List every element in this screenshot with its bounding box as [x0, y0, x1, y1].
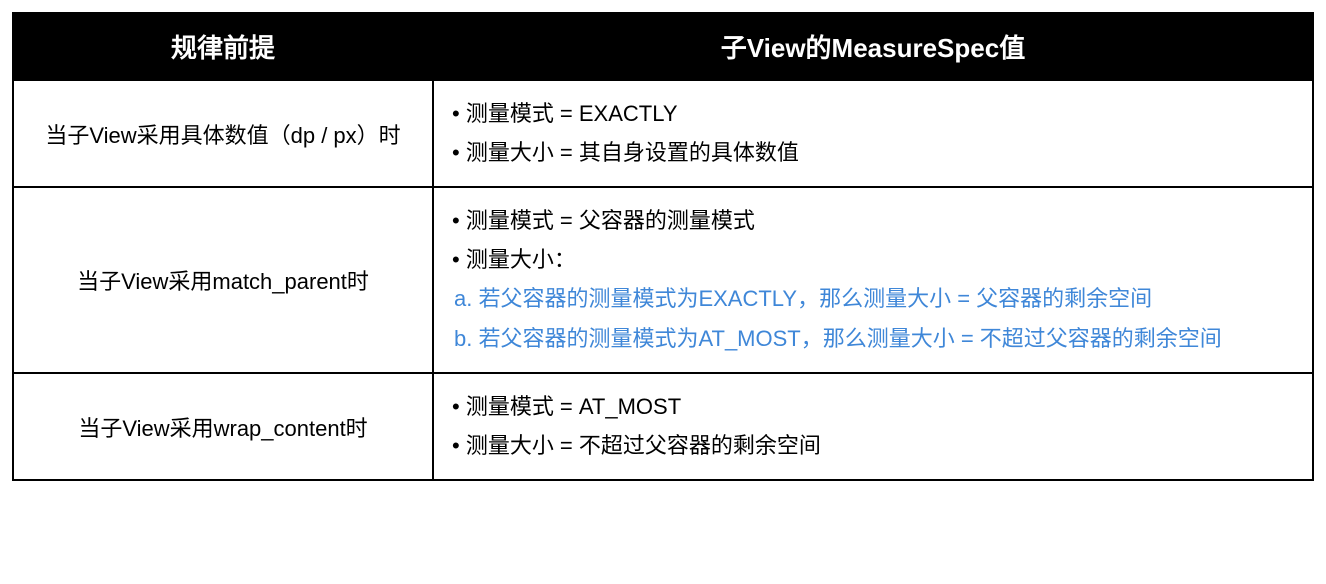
left-cell-text: 当子View采用具体数值（dp / px）时 — [45, 123, 400, 148]
table-row: 当子View采用match_parent时 • 测量模式 = 父容器的测量模式• … — [13, 187, 1313, 373]
left-cell-text: 当子View采用wrap_content时 — [78, 416, 367, 441]
header-right-text: 子View的MeasureSpec值 — [721, 33, 1025, 63]
bullet-text: • 测量大小 = 不超过父容器的剩余空间 — [452, 427, 1294, 466]
bullet-text: • 测量大小： — [452, 241, 1294, 280]
left-cell: 当子View采用match_parent时 — [13, 187, 433, 373]
table-row: 当子View采用具体数值（dp / px）时 • 测量模式 = EXACTLY• … — [13, 80, 1313, 187]
sub-note-text: a. 若父容器的测量模式为EXACTLY，那么测量大小 = 父容器的剩余空间 — [452, 279, 1294, 319]
left-cell: 当子View采用wrap_content时 — [13, 373, 433, 480]
left-cell: 当子View采用具体数值（dp / px）时 — [13, 80, 433, 187]
left-cell-text: 当子View采用match_parent时 — [77, 269, 369, 294]
right-cell: • 测量模式 = 父容器的测量模式• 测量大小：a. 若父容器的测量模式为EXA… — [433, 187, 1313, 373]
sub-note-text: b. 若父容器的测量模式为AT_MOST，那么测量大小 = 不超过父容器的剩余空… — [452, 319, 1294, 359]
table-row: 当子View采用wrap_content时 • 测量模式 = AT_MOST• 测… — [13, 373, 1313, 480]
table-header-row: 规律前提 子View的MeasureSpec值 — [13, 13, 1313, 80]
table-body: 当子View采用具体数值（dp / px）时• 测量模式 = EXACTLY• … — [13, 80, 1313, 480]
bullet-text: • 测量模式 = 父容器的测量模式 — [452, 202, 1294, 241]
bullet-text: • 测量模式 = AT_MOST — [452, 388, 1294, 427]
measurespec-table: 规律前提 子View的MeasureSpec值 当子View采用具体数值（dp … — [12, 12, 1314, 481]
header-left-text: 规律前提 — [171, 33, 275, 63]
bullet-text: • 测量大小 = 其自身设置的具体数值 — [452, 134, 1294, 173]
bullet-text: • 测量模式 = EXACTLY — [452, 95, 1294, 134]
header-cell-left: 规律前提 — [13, 13, 433, 80]
header-cell-right: 子View的MeasureSpec值 — [433, 13, 1313, 80]
right-cell: • 测量模式 = EXACTLY• 测量大小 = 其自身设置的具体数值 — [433, 80, 1313, 187]
right-cell: • 测量模式 = AT_MOST• 测量大小 = 不超过父容器的剩余空间 — [433, 373, 1313, 480]
